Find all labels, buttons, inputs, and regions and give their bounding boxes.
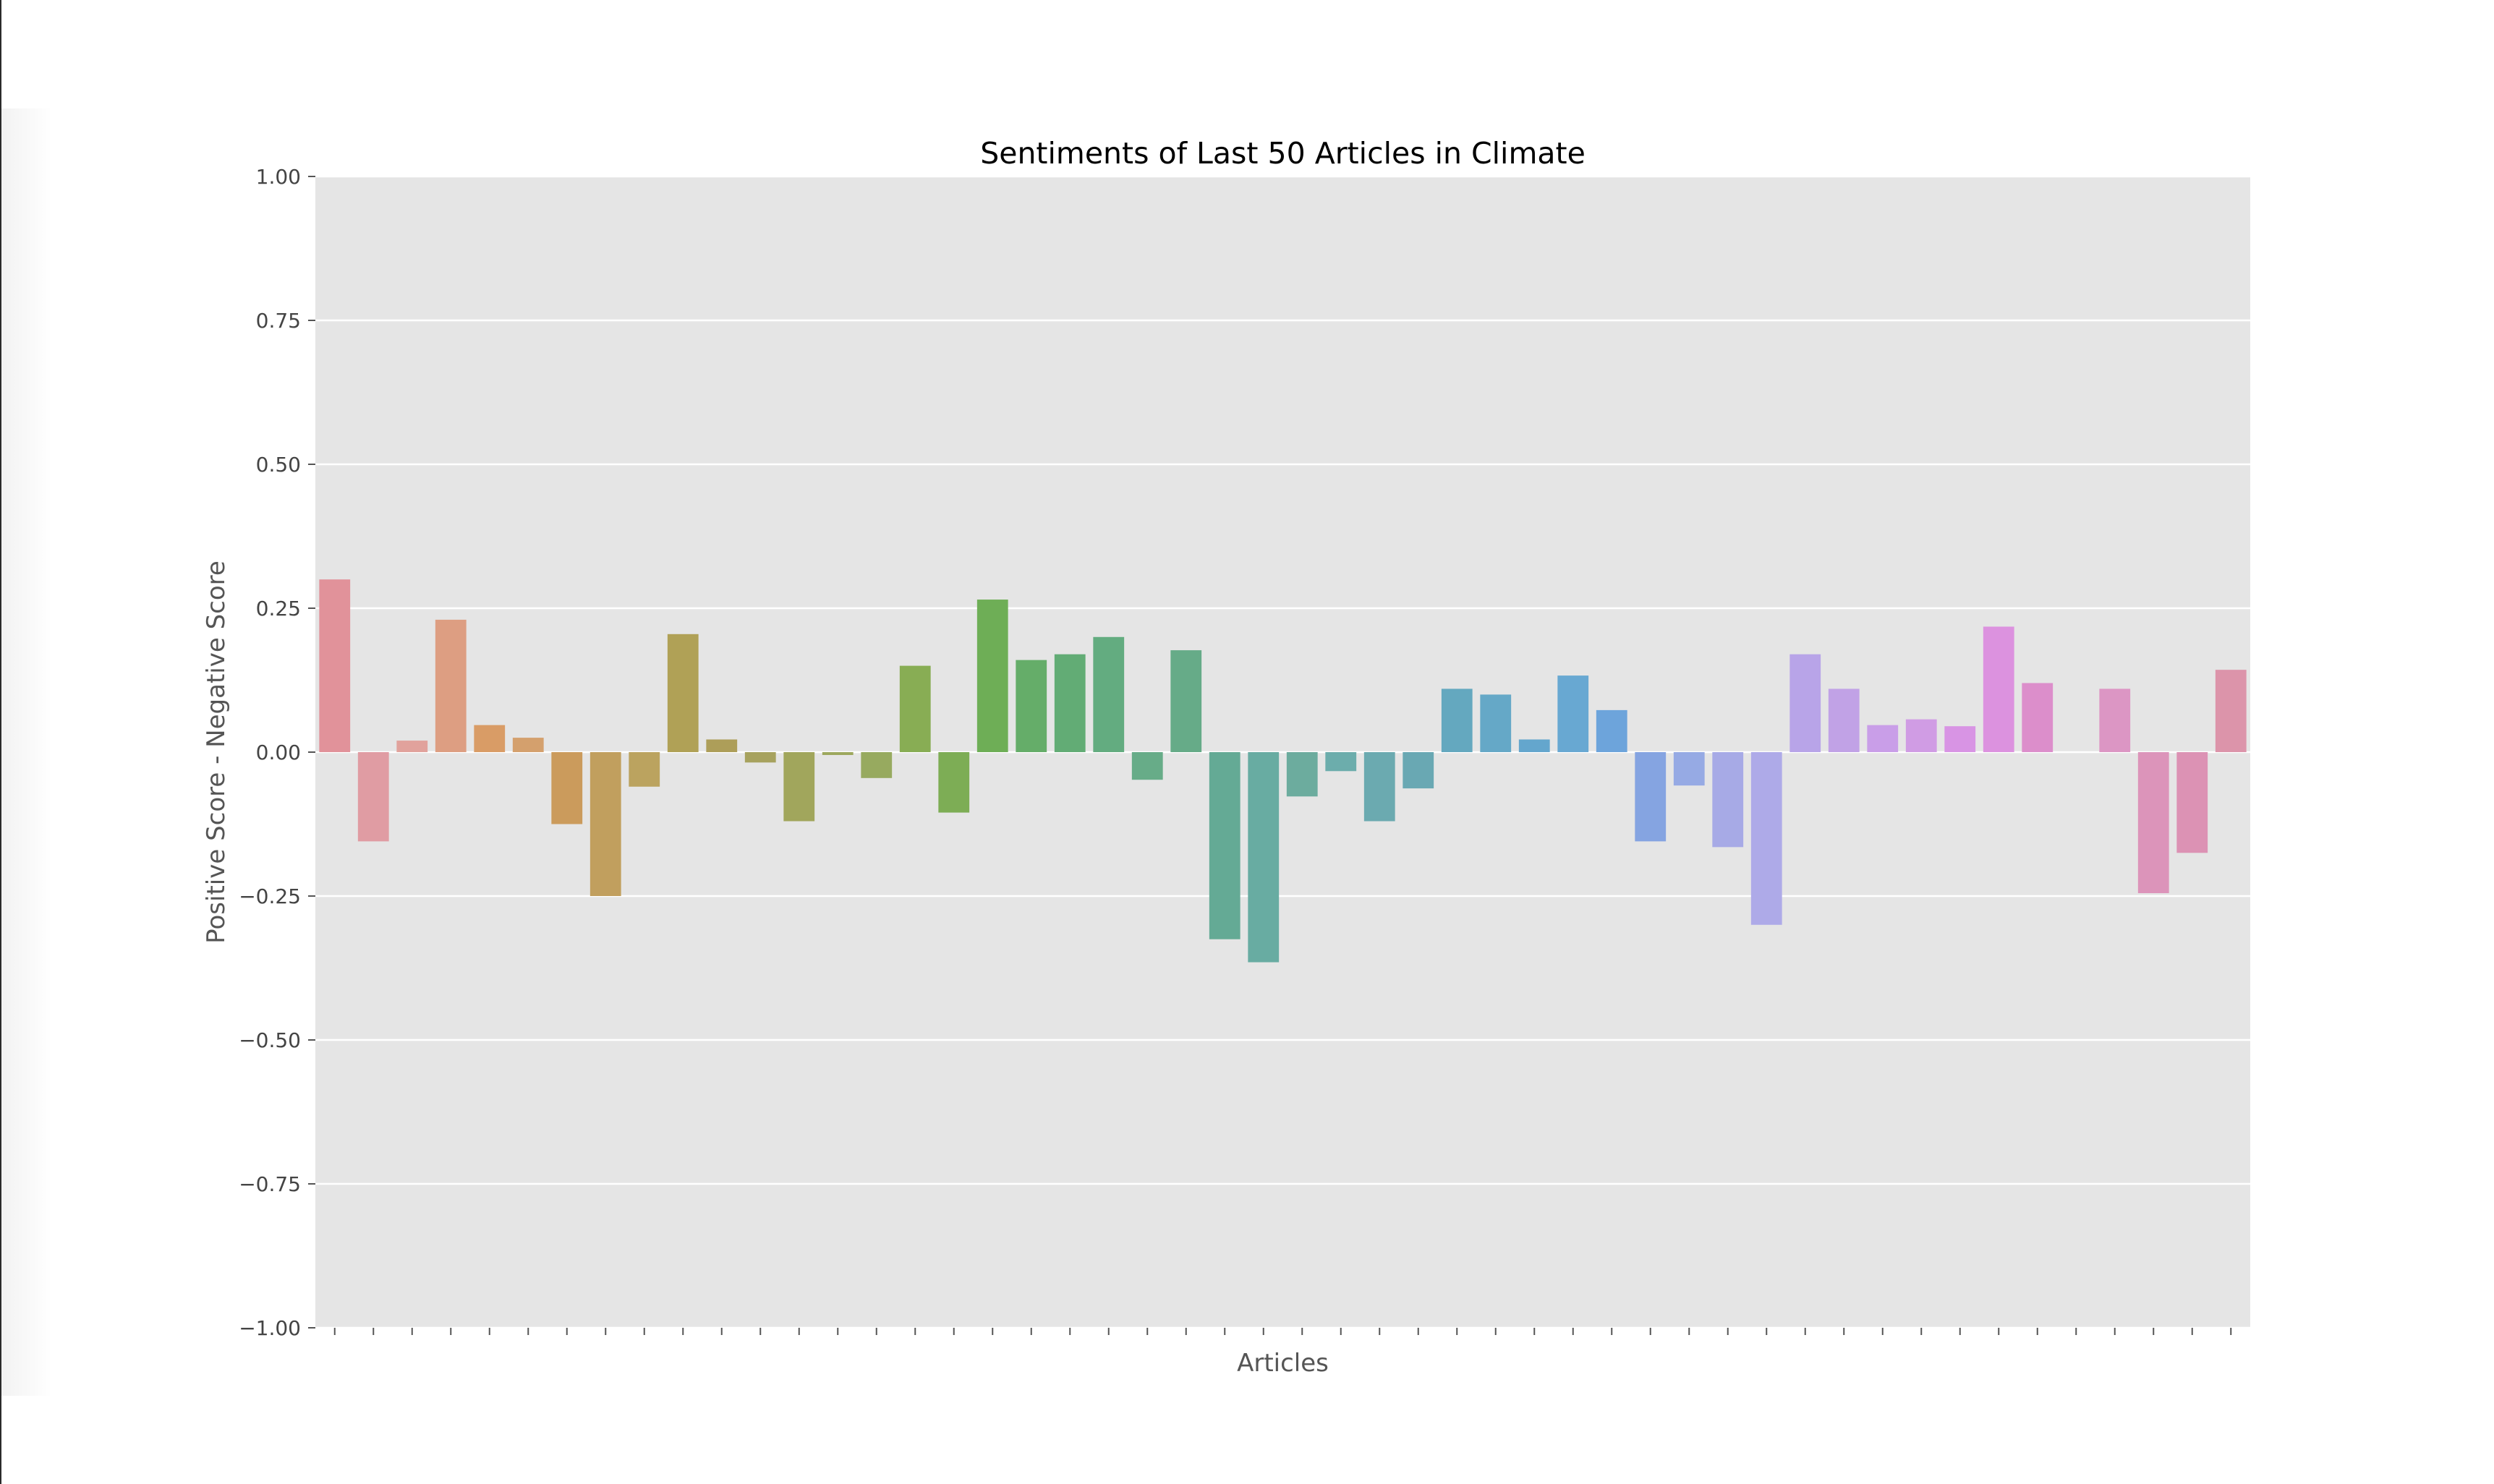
bar <box>1441 688 1473 752</box>
x-ticks <box>333 1328 2232 1335</box>
y-tick-label: 0.00 <box>256 741 301 764</box>
bar <box>2099 688 2131 752</box>
bar <box>1054 654 1086 752</box>
bar <box>1170 650 1202 752</box>
y-tick-label: 1.00 <box>256 165 301 189</box>
bar <box>1712 752 1744 848</box>
bar <box>1789 654 1821 752</box>
bar <box>667 634 699 752</box>
bar <box>435 619 467 752</box>
bar <box>2176 752 2208 853</box>
bar <box>2137 752 2169 894</box>
bar <box>1480 694 1512 752</box>
bar <box>744 752 776 763</box>
y-ticks: 1.00 0.75 0.50 0.25 0.00 −0.25 −0.50 −0.75 −1.00 <box>239 165 315 1340</box>
bar <box>474 725 506 752</box>
bar <box>1557 675 1589 752</box>
bar <box>1944 726 1976 752</box>
bar <box>1325 752 1357 772</box>
bar <box>899 665 931 752</box>
bar <box>938 752 970 813</box>
bar <box>1286 752 1318 797</box>
bar <box>822 752 854 755</box>
bar <box>783 752 815 822</box>
bar <box>706 739 738 752</box>
bar <box>1093 636 1125 752</box>
chart-title: Sentiments of Last 50 Articles in Climat… <box>980 136 1586 171</box>
bar <box>1635 752 1667 842</box>
y-tick-label: −0.75 <box>239 1172 301 1196</box>
bars <box>319 579 2247 963</box>
window-left-edge <box>0 0 1 1484</box>
bar <box>629 752 660 787</box>
y-tick-label: −0.50 <box>239 1028 301 1052</box>
bar <box>861 752 893 778</box>
bar <box>1518 739 1550 752</box>
bar <box>1363 752 1395 822</box>
bar <box>512 738 544 752</box>
bar <box>1248 752 1280 963</box>
x-axis-label: Articles <box>1237 1349 1329 1378</box>
y-tick-label: 0.50 <box>256 453 301 477</box>
bar <box>590 752 621 896</box>
bar <box>1596 709 1627 752</box>
bar <box>2215 670 2247 752</box>
bar <box>1828 688 1860 752</box>
bar <box>1673 752 1705 786</box>
bar <box>1209 752 1240 939</box>
bar <box>357 752 389 842</box>
bar <box>319 579 351 752</box>
bar <box>1983 626 2014 752</box>
bar <box>1905 719 1937 752</box>
y-tick-label: 0.75 <box>256 309 301 333</box>
bar <box>396 741 428 752</box>
y-axis-label: Positive Score - Negative Score <box>202 560 231 944</box>
bar <box>1867 725 1899 752</box>
window-shadow <box>1 108 52 1396</box>
bar <box>976 600 1008 752</box>
y-tick-label: 0.25 <box>256 597 301 621</box>
bar <box>1750 752 1782 925</box>
y-tick-label: −1.00 <box>239 1316 301 1340</box>
bar <box>1131 752 1163 780</box>
bar <box>2022 683 2053 752</box>
bar <box>551 752 583 824</box>
bar <box>1016 660 1047 752</box>
bar <box>1403 752 1434 789</box>
y-tick-label: −0.25 <box>239 884 301 908</box>
